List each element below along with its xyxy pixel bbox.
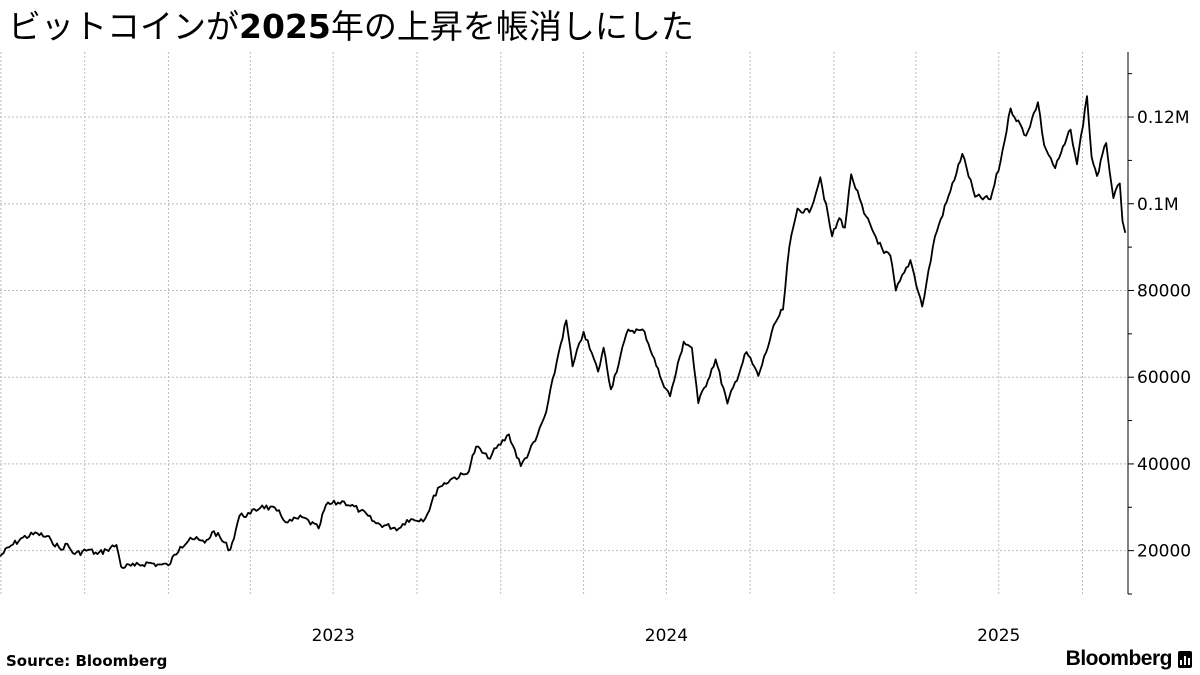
x-tick-label: 2024 (645, 626, 688, 646)
y-tick-label: 80000 (1137, 281, 1191, 301)
x-tick-label: 2023 (312, 626, 355, 646)
source-note: Source: Bloomberg (6, 652, 168, 670)
y-tick-label: 20000 (1137, 542, 1191, 562)
price-line (0, 95, 1127, 569)
brand-name: Bloomberg (1065, 647, 1173, 670)
series-layer (0, 95, 1127, 569)
y-tick-label: 0.1M (1137, 195, 1179, 215)
title-part3: 年の上昇を帳消しにした (330, 7, 694, 46)
gridlines (0, 52, 1128, 594)
x-axis: 2023 2024 2025 (312, 626, 1021, 646)
bloomberg-terminal-icon (1178, 650, 1192, 668)
y-tick-label: 40000 (1137, 455, 1191, 475)
title-part2: 2025 (239, 7, 331, 46)
x-tick-label: 2025 (977, 626, 1020, 646)
y-axis: 20000 40000 60000 80000 0.1M 0.12M (1127, 52, 1191, 595)
y-tick-label: 60000 (1137, 368, 1191, 388)
brand-logo: Bloomberg (1066, 646, 1192, 672)
title-part1: ビットコインが (8, 7, 239, 46)
y-tick-label: 0.12M (1137, 108, 1190, 128)
chart-title: ビットコインが2025年の上昇を帳消しにした (8, 6, 694, 48)
